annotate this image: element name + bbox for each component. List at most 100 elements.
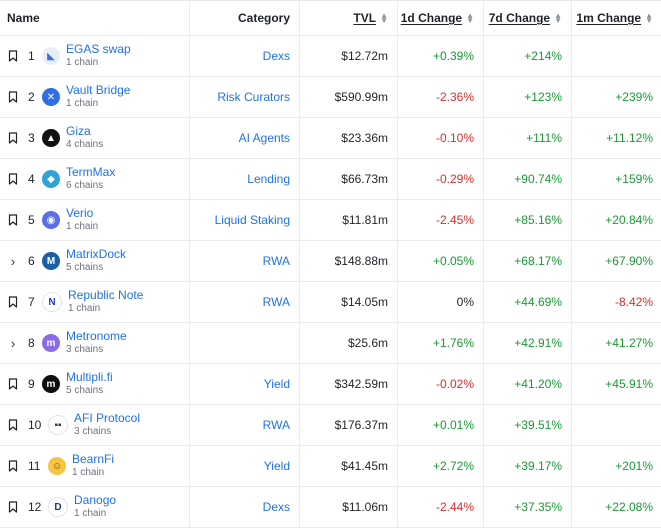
category-link[interactable]: Lending [247,172,290,186]
change-1d-cell: -0.29% [398,159,484,199]
tvl-cell: $148.88m [300,241,398,281]
change-1m-cell: +201% [615,459,653,473]
table-row[interactable]: › 6 M MatrixDock 5 chains RWA $148.88m +… [0,241,661,282]
change-1m-cell: -8.42% [614,295,653,309]
matrixdock-logo-icon: M [42,252,60,270]
bookmark-icon[interactable] [8,50,18,62]
table-row[interactable]: 2 ✕ Vault Bridge 1 chain Risk Curators $… [0,77,661,118]
afi-protocol-logo-icon: ▪▪ [48,415,68,435]
rank: 11 [28,459,41,473]
bookmark-icon[interactable] [8,132,18,144]
bookmark-icon[interactable] [8,214,18,226]
protocol-link[interactable]: Multipli.fi [66,370,113,384]
category-link[interactable]: RWA [262,418,290,432]
category-link[interactable]: AI Agents [238,131,290,145]
category-cell: Yield [190,446,300,486]
table-row[interactable]: 11 ☺ BearnFi 1 chain Yield $41.45m +2.72… [0,446,661,487]
category-cell: AI Agents [190,118,300,158]
protocol-link[interactable]: Republic Note [68,288,144,302]
table-row[interactable]: 1 ◣ EGAS swap 1 chain Dexs $12.72m +0.39… [0,36,661,77]
tvl-cell: $25.6m [300,323,398,363]
category-link[interactable]: Dexs [262,500,290,514]
tvl-cell: $590.99m [300,77,398,117]
category-link[interactable]: RWA [262,295,290,309]
rank: 1 [28,49,35,63]
change-7d-cell: +39.51% [484,405,572,445]
table-row[interactable]: 7 N Republic Note 1 chain RWA $14.05m 0%… [0,282,661,323]
change-1m-cell: +11.12% [606,131,653,145]
table-row[interactable]: 10 ▪▪ AFI Protocol 3 chains RWA $176.37m… [0,405,661,446]
change-1m-cell: +22.08% [605,500,653,514]
sort-icon: ▲ ▼ [466,11,474,25]
table-row[interactable]: 9 m Multipli.fi 5 chains Yield $342.59m … [0,364,661,405]
tvl-cell: $66.73m [300,159,398,199]
bookmark-icon[interactable] [8,501,18,513]
protocol-link[interactable]: MatrixDock [66,247,127,261]
republic-note-logo-icon: N [42,292,62,312]
vault-bridge-logo-icon: ✕ [42,88,60,106]
change-1d-cell: -0.02% [398,364,484,404]
protocol-link[interactable]: EGAS swap [66,42,131,56]
protocol-link[interactable]: Metronome [66,329,127,343]
sort-icon: ▲ ▼ [380,11,388,25]
chain-count: 1 chain [74,508,107,519]
rank: 10 [28,418,42,432]
table-row[interactable]: › 8 m Metronome 3 chains $25.6m +1.76% +… [0,323,661,364]
protocol-link[interactable]: Giza [66,124,91,138]
change-1m-cell: +159% [615,172,653,186]
giza-logo-icon: ▲ [42,129,60,147]
change-1d-cell: +2.72% [398,446,484,486]
sort-7d-change-button[interactable]: 7d Change ▲ ▼ [484,1,572,35]
chain-count: 6 chains [66,180,104,191]
change-1m-cell [572,36,661,76]
rank: 2 [28,90,35,104]
sort-tvl-button[interactable]: TVL ▲ ▼ [300,1,398,35]
bookmark-icon[interactable] [8,378,18,390]
name-cell: 2 ✕ Vault Bridge 1 chain [0,77,190,117]
table-row[interactable]: 12 D Danogo 1 chain Dexs $11.06m -2.44% … [0,487,661,528]
name-cell: 4 ◆ TermMax 6 chains [0,159,190,199]
tvl-cell: $14.05m [300,282,398,322]
chain-count: 1 chain [66,98,99,109]
egas-swap-logo-icon: ◣ [42,47,60,65]
protocol-link[interactable]: TermMax [66,165,116,179]
table-row[interactable]: 4 ◆ TermMax 6 chains Lending $66.73m -0.… [0,159,661,200]
protocol-link[interactable]: BearnFi [72,452,115,466]
bookmark-icon[interactable] [8,419,18,431]
category-cell: Dexs [190,36,300,76]
protocol-link[interactable]: Vault Bridge [66,83,131,97]
category-link[interactable]: Yield [263,377,290,391]
category-link[interactable]: RWA [262,254,290,268]
category-link[interactable]: Risk Curators [217,90,290,104]
bookmark-icon[interactable] [8,460,18,472]
rank: 4 [28,172,35,186]
sort-1m-change-button[interactable]: 1m Change ▲ ▼ [576,11,653,25]
bookmark-icon[interactable] [8,296,18,308]
category-link[interactable]: Yield [263,459,290,473]
sort-1d-change-button[interactable]: 1d Change ▲ ▼ [398,1,484,35]
protocol-link[interactable]: Danogo [74,493,117,507]
name-cell: 12 D Danogo 1 chain [0,487,190,527]
header-name: Name [0,1,190,35]
rank: 5 [28,213,35,227]
bookmark-icon[interactable] [8,91,18,103]
chevron-right-icon[interactable]: › [10,335,16,351]
change-7d-cell: +44.69% [484,282,572,322]
chain-count: 1 chain [68,303,101,314]
change-7d-cell: +123% [484,77,572,117]
multipli-logo-icon: m [42,375,60,393]
protocol-link[interactable]: Verio [66,206,94,220]
table-row[interactable]: 3 ▲ Giza 4 chains AI Agents $23.36m -0.1… [0,118,661,159]
chevron-right-icon[interactable]: › [10,253,16,269]
category-link[interactable]: Liquid Staking [214,213,290,227]
change-1d-cell: 0% [398,282,484,322]
change-1d-cell: +0.05% [398,241,484,281]
protocol-link[interactable]: AFI Protocol [74,411,141,425]
rank: 9 [28,377,35,391]
table-row[interactable]: 5 ◉ Verio 1 chain Liquid Staking $11.81m… [0,200,661,241]
bearnfi-logo-icon: ☺ [48,457,66,475]
category-link[interactable]: Dexs [262,49,290,63]
bookmark-icon[interactable] [8,173,18,185]
name-cell: 3 ▲ Giza 4 chains [0,118,190,158]
name-cell: 11 ☺ BearnFi 1 chain [0,446,190,486]
